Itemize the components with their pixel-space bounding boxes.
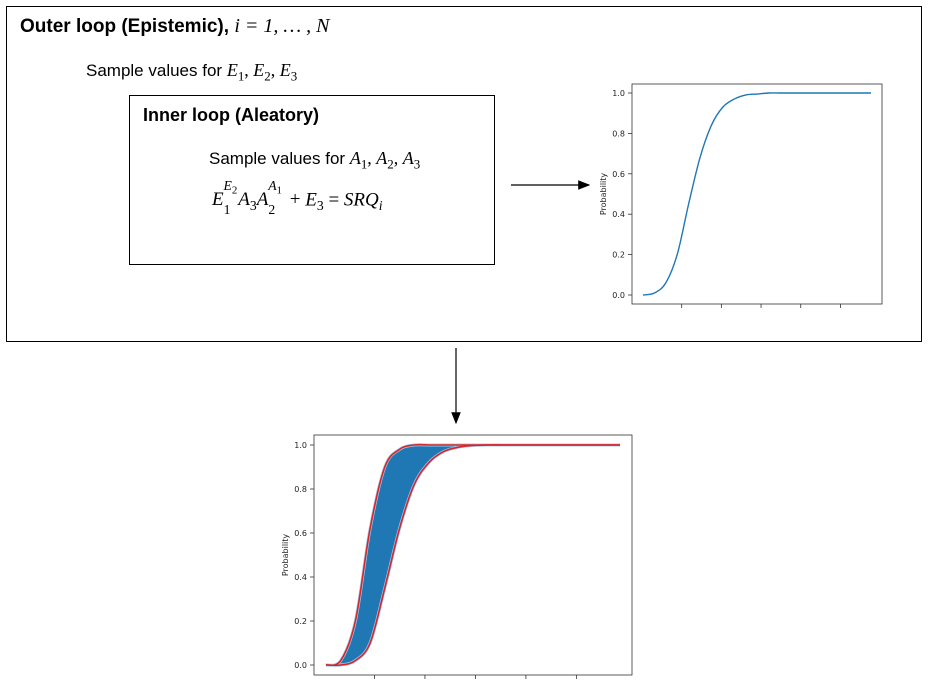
y-tick-label: 1.0	[294, 441, 307, 450]
y-axis-label: Probability	[281, 534, 290, 577]
cdf-band-area	[325, 443, 620, 667]
inner-sample-text: Sample values for	[209, 149, 346, 168]
srq-equation: E1E2A3A2A1 + E3 = SRQi	[212, 178, 383, 218]
outer-loop-title-text: Outer loop (Epistemic),	[20, 16, 230, 37]
inner-loop-title: Inner loop (Aleatory)	[143, 105, 320, 125]
outer-loop-title: Outer loop (Epistemic), i = 1, … , N	[20, 15, 330, 38]
srq-label: SRQ	[343, 189, 379, 211]
lower-bound-line	[325, 444, 620, 667]
y-tick-label: 0.0	[612, 291, 625, 300]
cdf-band-chart: 0.0 0.2 0.4 0.6 0.8 1.0 Probability	[281, 434, 633, 679]
inner-loop-box	[129, 95, 495, 265]
y-tick-label: 0.0	[294, 661, 307, 670]
inner-sample-line: Sample values for A1, A2, A3	[209, 148, 420, 173]
y-tick-label: 0.2	[294, 617, 307, 626]
y-tick-label: 0.2	[612, 251, 625, 260]
y-tick-label: 0.6	[294, 529, 307, 538]
outer-loop-index: i = 1, … , N	[234, 15, 330, 37]
cdf-line	[642, 92, 871, 296]
single-cdf-chart: 0.0 0.2 0.4 0.6 0.8 1.0 Probability	[599, 83, 883, 308]
outer-sample-text: Sample values for	[86, 61, 223, 80]
y-tick-label: 0.8	[294, 485, 307, 494]
y-tick-label: 0.8	[612, 129, 625, 138]
outer-sample-vars: E1, E2, E3	[226, 60, 298, 84]
y-axis-label: Probability	[599, 173, 608, 216]
y-tick-label: 1.0	[612, 89, 625, 98]
outer-sample-line: Sample values for E1, E2, E3	[86, 60, 297, 85]
y-tick-label: 0.4	[294, 573, 307, 582]
plot-frame	[313, 434, 633, 676]
y-tick-label: 0.4	[612, 210, 625, 219]
plot-frame	[631, 83, 883, 305]
y-tick-label: 0.6	[612, 170, 625, 179]
inner-sample-vars: A1, A2, A3	[349, 148, 421, 172]
